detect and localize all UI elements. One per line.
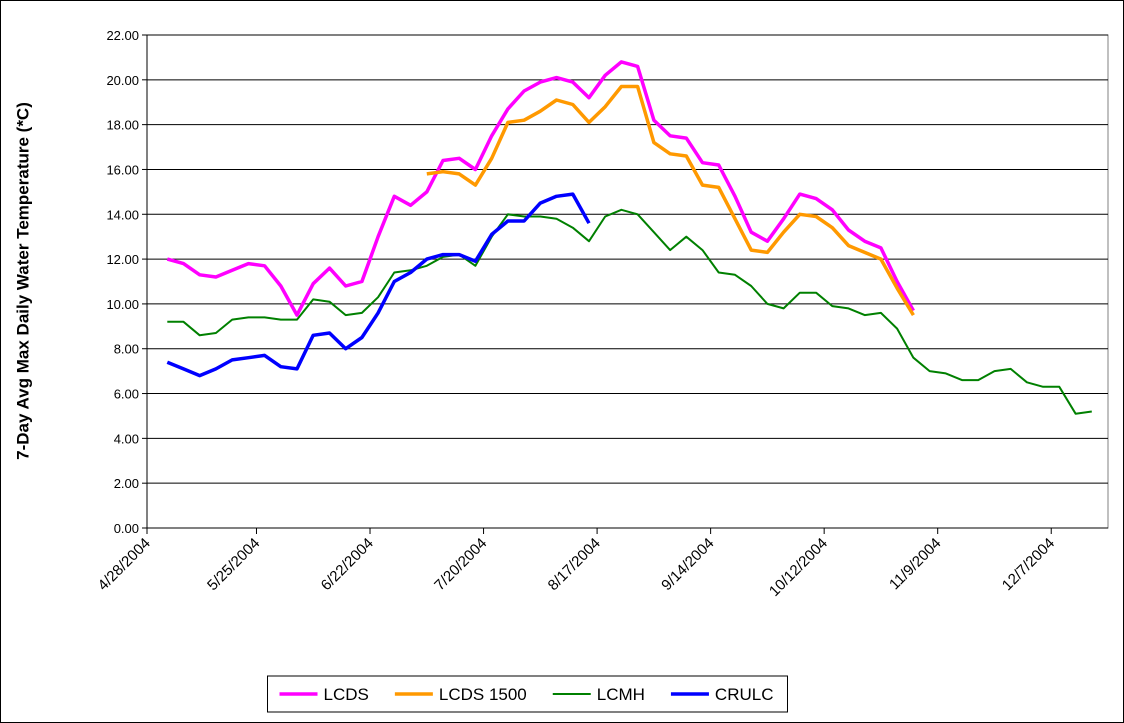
y-tick-label: 18.00 [106,118,139,133]
y-tick-label: 20.00 [106,73,139,88]
legend-label: LCDS 1500 [439,685,527,704]
y-tick-label: 16.00 [106,162,139,177]
y-axis-label: 7-Day Avg Max Daily Water Temperature (*… [13,102,32,460]
y-tick-label: 6.00 [114,387,139,402]
legend-label: LCDS [324,685,369,704]
y-tick-label: 12.00 [106,252,139,267]
series-line [166,60,915,317]
y-tick-label: 14.00 [106,207,139,222]
legend-label: LCMH [597,685,645,704]
y-tick-label: 4.00 [114,431,139,446]
y-tick-label: 10.00 [106,297,139,312]
plot-area [146,34,1109,529]
series-line [426,84,915,317]
legend-label: CRULC [715,685,774,704]
y-tick-label: 0.00 [114,521,139,536]
series-line [166,192,591,378]
series-line [167,208,1092,415]
y-tick-label: 2.00 [114,476,139,491]
y-tick-label: 22.00 [106,28,139,43]
legend: LCDS LCDS 1500 LCMH CRULC [267,675,788,713]
y-tick-label: 8.00 [114,342,139,357]
